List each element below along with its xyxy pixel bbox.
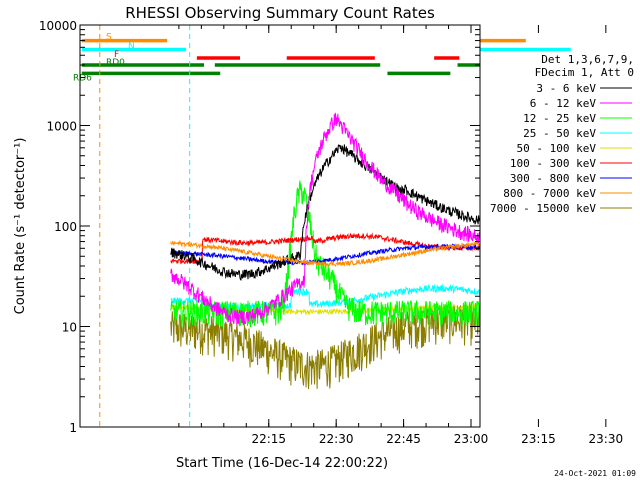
marker-lines: [99, 25, 191, 427]
x-tick-label: 23:15: [521, 432, 556, 446]
y-axis-label: Count Rate (s⁻¹ detector⁻¹): [13, 138, 28, 315]
flag-label-s: S: [106, 33, 112, 43]
y-tick-label: 100: [54, 220, 77, 234]
x-tick-label: 22:30: [319, 432, 354, 446]
series-line-3-6-kev: [170, 144, 480, 281]
legend-entry-label: 7000 - 15000 keV: [490, 202, 596, 215]
series-layer: [170, 112, 480, 390]
legend-entry-label: 100 - 300 keV: [510, 157, 596, 170]
legend-header: Det 1,3,6,7,9,: [541, 53, 634, 66]
legend-entry-label: 12 - 25 keV: [523, 112, 596, 125]
x-tick-label: 23:30: [589, 432, 624, 446]
legend-entry-label: 3 - 6 keV: [536, 82, 596, 95]
flag-label-f: F: [114, 50, 119, 60]
legend-entry-label: 6 - 12 keV: [530, 97, 597, 110]
x-tick-label: 23:00: [454, 432, 489, 446]
flag-label-rd6: RD6: [73, 73, 92, 83]
series-line-6-12-kev: [170, 112, 480, 326]
y-tick-label: 10000: [39, 19, 77, 33]
flag-label-rd0: RD0: [106, 58, 125, 68]
x-tick-label: 22:45: [386, 432, 421, 446]
x-tick-label: 22:15: [251, 432, 286, 446]
y-tick-label: 1000: [46, 120, 77, 134]
chart-title: RHESSI Observing Summary Count Rates: [125, 4, 435, 22]
legend-header: FDecim 1, Att 0: [535, 66, 634, 79]
legend-entry-label: 50 - 100 keV: [517, 142, 597, 155]
flag-label-n: N: [128, 42, 135, 52]
footer-timestamp: 24-Oct-2021 01:09: [554, 469, 636, 478]
x-axis-label: Start Time (16-Dec-14 22:00:22): [176, 456, 388, 471]
legend-entry-label: 25 - 50 keV: [523, 127, 596, 140]
legend-entry-label: 300 - 800 keV: [510, 172, 596, 185]
series-line-12-25-kev: [170, 180, 480, 328]
legend: Det 1,3,6,7,9,FDecim 1, Att 0 3 - 6 keV 6 …: [490, 53, 634, 215]
series-line-7000-15000-kev: [170, 303, 480, 390]
series-line-800-7000-kev: [170, 239, 480, 268]
y-tick-label: 1: [69, 421, 77, 435]
axes: 22:15 22:30 22:45 23:00 23:15 23:30 1 10 100 1000…: [39, 19, 623, 446]
y-tick-label: 10: [62, 321, 77, 335]
legend-entry-label: 800 - 7000 keV: [503, 187, 596, 200]
